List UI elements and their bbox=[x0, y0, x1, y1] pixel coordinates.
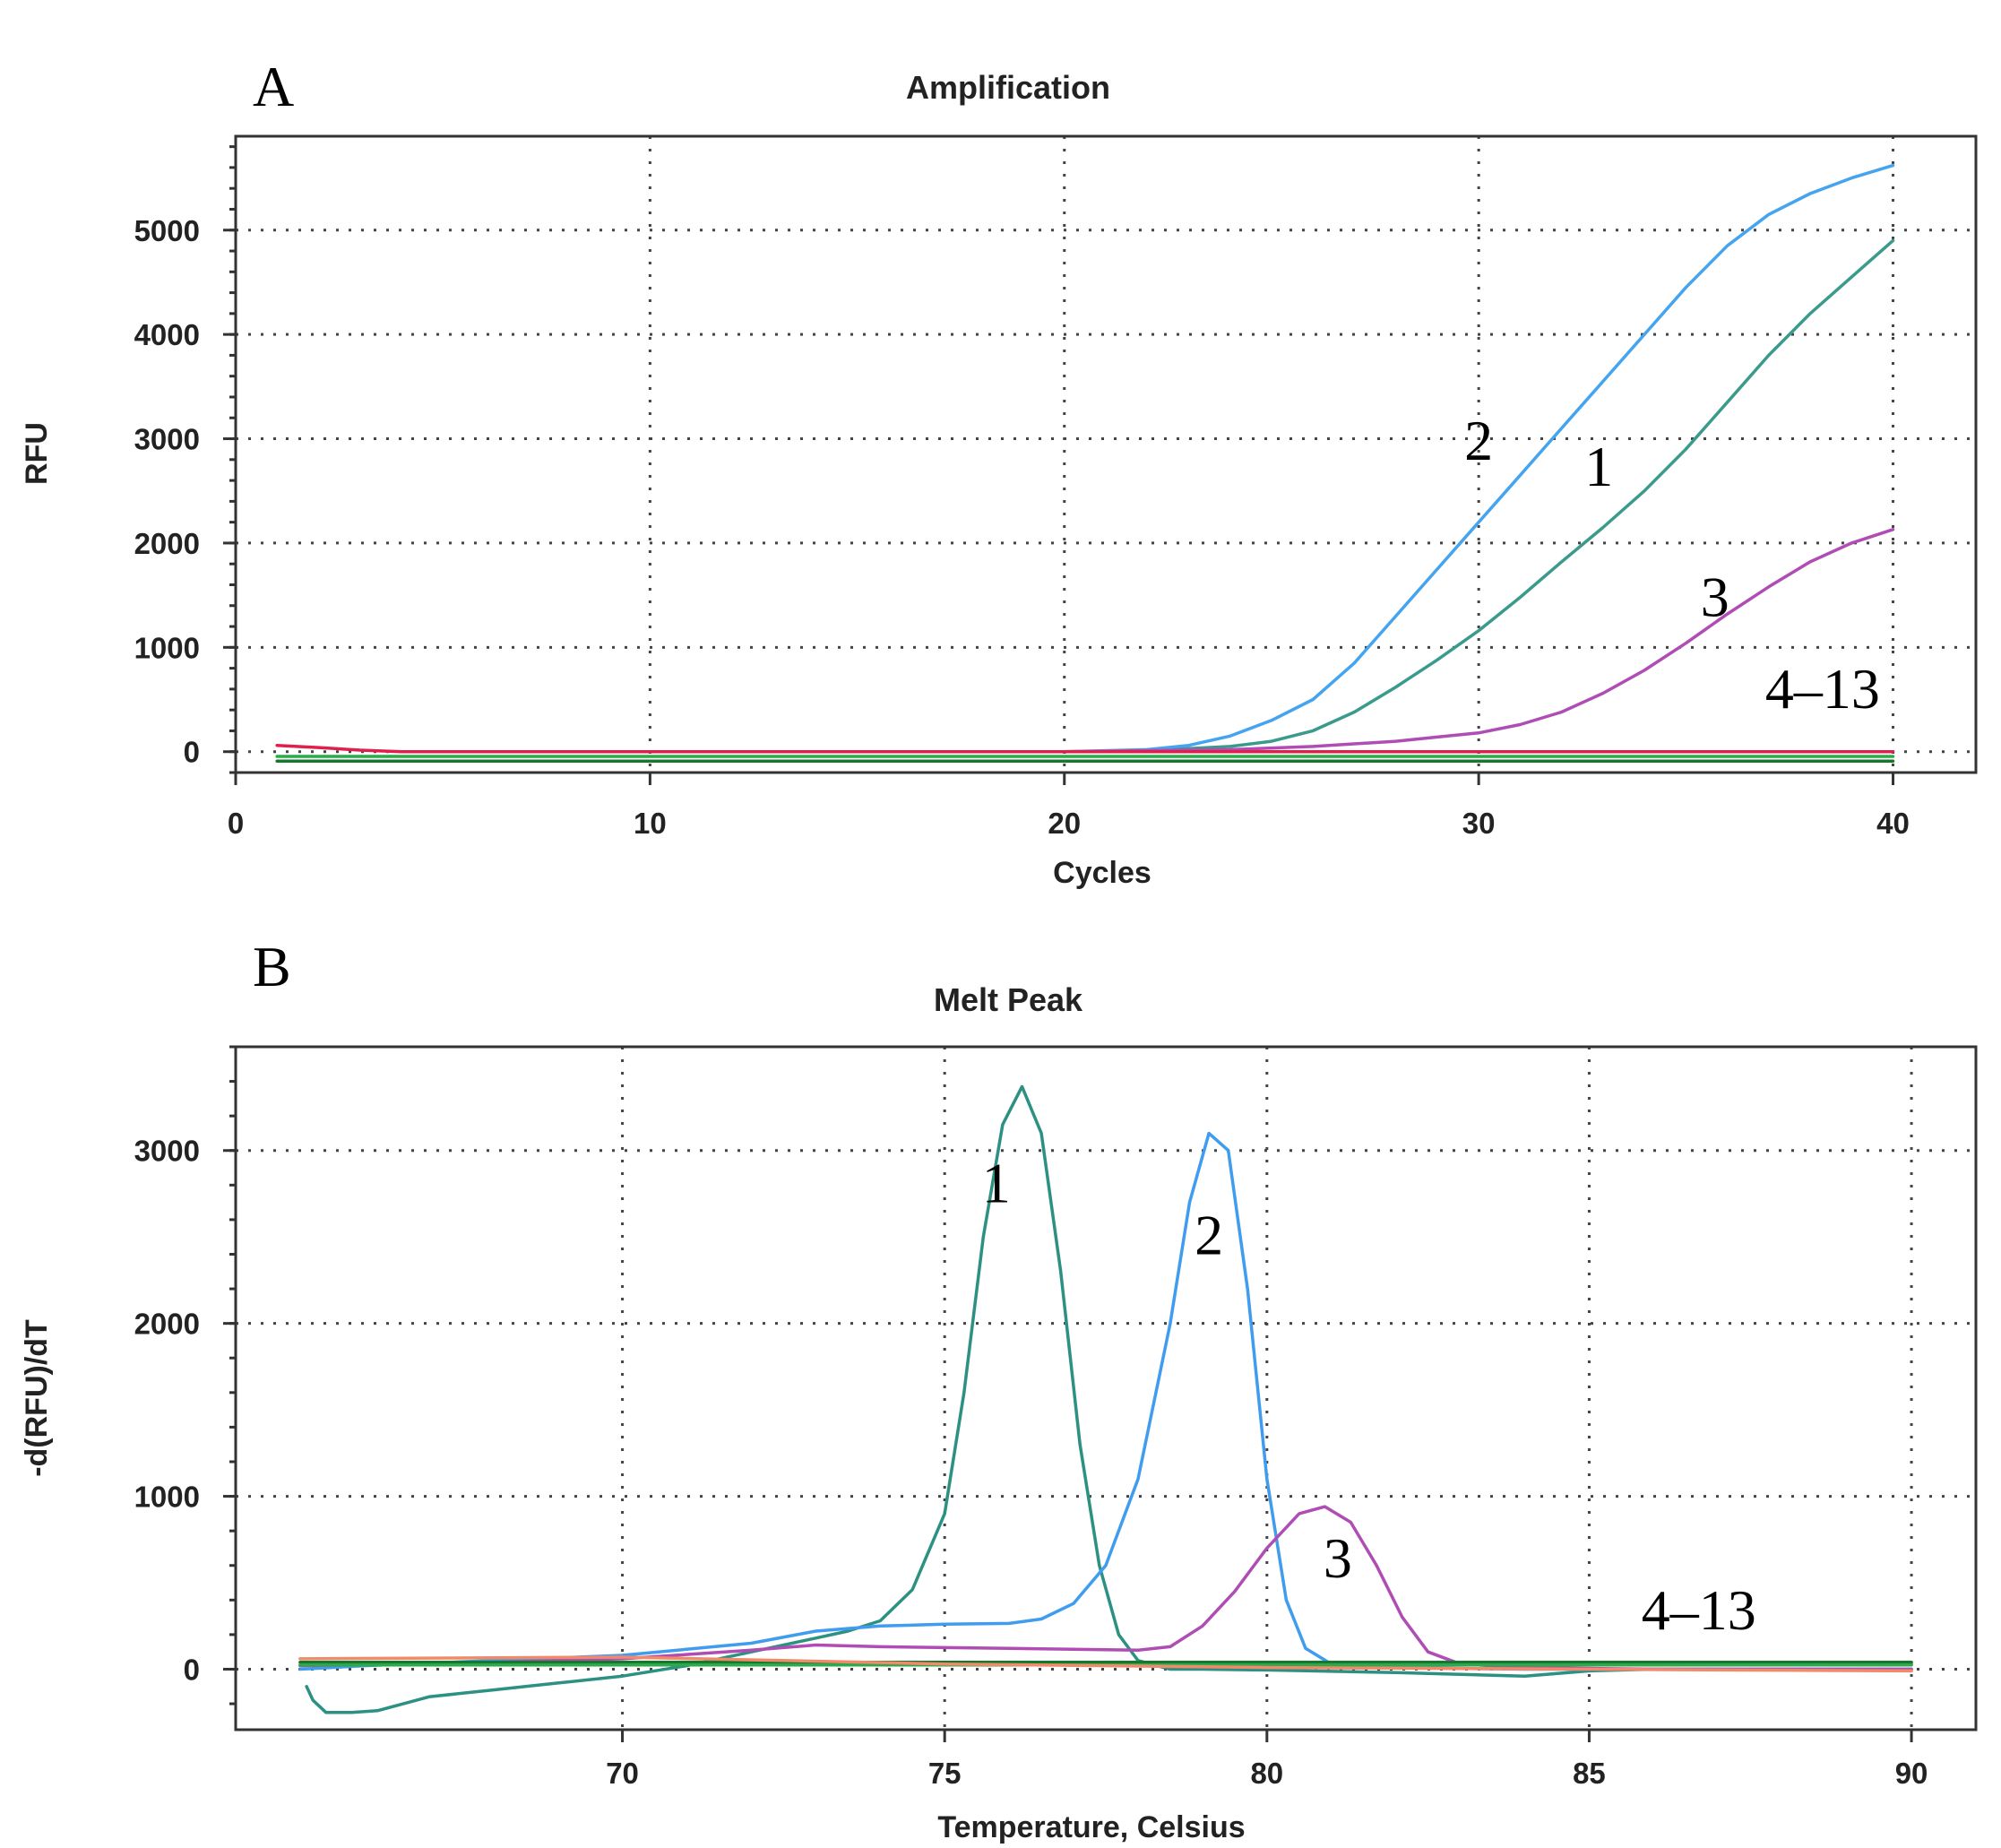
melt-peak-title: Melt Peak bbox=[934, 981, 1083, 1018]
melt-annotation-4-13: 4–13 bbox=[1642, 1578, 1756, 1642]
amplification-plot-frame bbox=[234, 134, 1978, 774]
amp-x-tick-label-10: 10 bbox=[634, 807, 667, 840]
amp-y-tick-label-2000: 2000 bbox=[134, 527, 200, 560]
melt-x-tick-label-70: 70 bbox=[606, 1757, 639, 1790]
melt-annotation-3: 3 bbox=[1324, 1526, 1352, 1590]
amp-annotation-1: 1 bbox=[1584, 435, 1613, 498]
amplification-y-axis-label: RFU bbox=[20, 422, 54, 485]
melt-y-tick-label-3000: 3000 bbox=[134, 1135, 200, 1168]
melt-peak-y-axis-label: -d(RFU)/dT bbox=[20, 1319, 54, 1477]
melt-y-tick-label-0: 0 bbox=[184, 1653, 200, 1686]
amp-annotation-2: 2 bbox=[1464, 409, 1493, 472]
melt-annotation-2: 2 bbox=[1195, 1203, 1223, 1266]
amp-x-tick-label-0: 0 bbox=[228, 807, 244, 840]
melt-peak-x-axis-label: Temperature, Celsius bbox=[937, 1810, 1245, 1844]
amplification-chart: A Amplification 0 10 20 30 40 0 1000 2000 3000 40… bbox=[20, 55, 1978, 890]
melt-y-tick-label-2000: 2000 bbox=[134, 1308, 200, 1341]
panel-label-a: A bbox=[253, 55, 294, 118]
amp-annotation-3: 3 bbox=[1701, 565, 1729, 628]
amplification-x-axis-label: Cycles bbox=[1053, 856, 1151, 890]
melt-peak-chart: B Melt Peak 70 75 80 85 90 0 1000 2000 3000 1 2 3 4… bbox=[20, 935, 1978, 1844]
melt-series-4-13-orange bbox=[298, 1655, 1913, 1673]
melt-x-tick-label-80: 80 bbox=[1250, 1757, 1283, 1790]
amp-y-tick-label-1000: 1000 bbox=[134, 631, 200, 664]
melt-peak-plot-frame bbox=[234, 1045, 1978, 1731]
melt-annotation-1: 1 bbox=[982, 1152, 1011, 1215]
amp-y-tick-label-0: 0 bbox=[184, 736, 200, 769]
amp-y-tick-label-3000: 3000 bbox=[134, 423, 200, 456]
amplification-title: Amplification bbox=[906, 69, 1110, 106]
melt-x-tick-label-85: 85 bbox=[1573, 1757, 1606, 1790]
melt-series-1 bbox=[305, 1084, 1913, 1714]
amp-x-tick-label-30: 30 bbox=[1462, 807, 1496, 840]
amp-series-4-13-red bbox=[275, 743, 1895, 754]
melt-y-tick-label-1000: 1000 bbox=[134, 1481, 200, 1514]
amp-series-3 bbox=[1063, 528, 1895, 754]
melt-series-3 bbox=[298, 1505, 1913, 1671]
amp-annotation-4-13: 4–13 bbox=[1765, 657, 1880, 721]
amp-x-tick-label-40: 40 bbox=[1876, 807, 1910, 840]
amp-series-2 bbox=[1063, 163, 1895, 754]
melt-x-tick-label-90: 90 bbox=[1895, 1757, 1928, 1790]
amp-x-tick-label-20: 20 bbox=[1048, 807, 1081, 840]
melt-x-tick-label-75: 75 bbox=[928, 1757, 962, 1790]
amp-y-tick-label-4000: 4000 bbox=[134, 318, 200, 351]
amp-y-tick-label-5000: 5000 bbox=[134, 214, 200, 247]
panel-label-b: B bbox=[253, 935, 291, 998]
amp-series-1 bbox=[1063, 238, 1895, 754]
